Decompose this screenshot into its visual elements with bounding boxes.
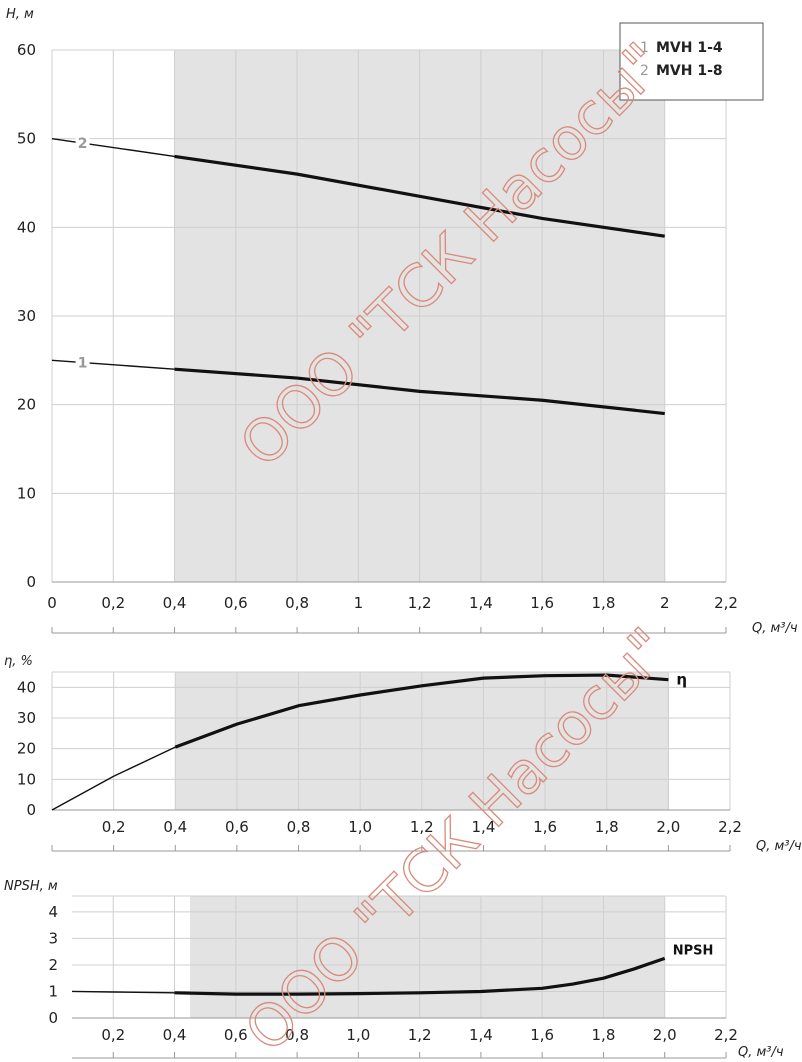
x-tick-label: 1,2 xyxy=(408,594,432,612)
y-tick-label: 4 xyxy=(48,903,58,921)
efficiency-chart: 0 10 20 30 40 0,2 0,4 0,6 0,8 1,0 1,2 1,4 1,6 1,8 2,0 2… xyxy=(4,654,802,854)
x-tick-label: 1,0 xyxy=(348,818,372,836)
curve-2 xyxy=(174,154,665,238)
curve-label-npsh: NPSH xyxy=(673,943,714,958)
y-tick-label: 0 xyxy=(26,573,36,591)
x-tick-label: 1,0 xyxy=(346,1026,370,1044)
y-axis-label: NPSH, м xyxy=(4,879,58,894)
x-tick-label: 0,4 xyxy=(163,818,187,836)
curve-efficiency-thin xyxy=(51,746,176,811)
x-tick-label: 1,4 xyxy=(472,818,496,836)
y-tick-label: 40 xyxy=(17,218,36,236)
x-tick-label: 0,2 xyxy=(101,594,125,612)
curve-2-thin xyxy=(51,137,175,158)
x-tick-label: 1,8 xyxy=(592,594,616,612)
x-tick-label: 0,6 xyxy=(224,594,248,612)
x-tick-label: 0,2 xyxy=(102,818,126,836)
y-tick-label: 20 xyxy=(17,740,36,758)
curve-npsh-thin xyxy=(71,990,175,994)
x-tick-label: 0,8 xyxy=(285,594,309,612)
x-tick-label: 1,4 xyxy=(469,1026,493,1044)
x-tick-label: 1,2 xyxy=(408,1026,432,1044)
x-tick-label: 2,2 xyxy=(714,594,738,612)
x-tick-label: 1,6 xyxy=(530,1026,554,1044)
x-tick-label: 1,8 xyxy=(592,1026,616,1044)
curve-efficiency xyxy=(174,673,669,749)
x-tick-label: 0,4 xyxy=(163,1026,187,1044)
x-tick-label: 2,0 xyxy=(656,818,680,836)
x-tick-label: 0,4 xyxy=(163,594,187,612)
y-tick-label: 3 xyxy=(48,929,58,947)
y-tick-label: 10 xyxy=(17,484,36,502)
curve-label-1: 1 xyxy=(78,356,88,372)
x-tick-label: 2,2 xyxy=(714,1026,738,1044)
x-tick-label: 0,6 xyxy=(225,818,249,836)
y-tick-label: 10 xyxy=(17,770,36,788)
x-tick-label: 2,2 xyxy=(718,818,742,836)
y-tick-label: 1 xyxy=(48,982,58,1000)
y-tick-label: 60 xyxy=(17,41,36,59)
y-tick-label: 0 xyxy=(26,801,36,819)
curve-label-bg xyxy=(75,354,90,370)
x-tick-label: 0,2 xyxy=(101,1026,125,1044)
x-tick-label: 0,6 xyxy=(224,1026,248,1044)
x-tick-label: 1 xyxy=(354,594,364,612)
y-tick-label: 0 xyxy=(48,1009,58,1027)
legend-box xyxy=(619,22,764,101)
x-axis-label: Q, м³/ч xyxy=(738,1045,784,1060)
x-tick-label: 2 xyxy=(660,594,670,612)
x-tick-label: 0 xyxy=(47,594,57,612)
head-chart: 0 10 20 30 40 50 60 0 0,2 0,4 0,6 0,8 1 1,2 1,4 1,6 1,8 2… xyxy=(6,7,798,636)
x-axis-label: Q, м³/ч xyxy=(752,621,798,636)
y-tick-label: 30 xyxy=(17,709,36,727)
x-tick-label: 1,8 xyxy=(595,818,619,836)
curve-1 xyxy=(174,367,665,416)
curve-label-efficiency: η xyxy=(676,671,687,689)
legend-number: 1 xyxy=(640,40,649,56)
x-tick-label: 0,8 xyxy=(287,818,311,836)
curve-1-thin xyxy=(51,359,175,370)
curve-label-bg xyxy=(75,135,90,151)
y-axis-label: η, % xyxy=(4,654,33,669)
y-tick-label: 20 xyxy=(17,396,36,414)
y-axis-label: H, м xyxy=(6,7,34,22)
y-tick-label: 40 xyxy=(17,678,36,696)
curve-label-2: 2 xyxy=(78,136,88,152)
x-tick-label: 2,0 xyxy=(653,1026,677,1044)
working-range-band xyxy=(190,896,665,1018)
y-tick-label: 30 xyxy=(17,307,36,325)
legend-number: 2 xyxy=(640,63,649,79)
x-tick-label: 1,6 xyxy=(530,594,554,612)
legend-label: MVH 1-8 xyxy=(656,63,723,79)
x-tick-label: 1,6 xyxy=(533,818,557,836)
curve-npsh xyxy=(174,956,666,996)
x-axis-label: Q, м³/ч xyxy=(756,839,802,854)
x-tick-label: 1,2 xyxy=(410,818,434,836)
y-tick-label: 2 xyxy=(48,956,58,974)
y-tick-label: 50 xyxy=(17,130,36,148)
legend-label: MVH 1-4 xyxy=(656,40,723,56)
x-tick-label: 1,4 xyxy=(469,594,493,612)
npsh-chart: 0 1 2 3 4 0,2 0,4 0,6 0,8 1,0 1,2 1,4 1,6 1,8 2,0 2,2 NP… xyxy=(4,879,784,1060)
x-tick-label: 0,8 xyxy=(285,1026,309,1044)
